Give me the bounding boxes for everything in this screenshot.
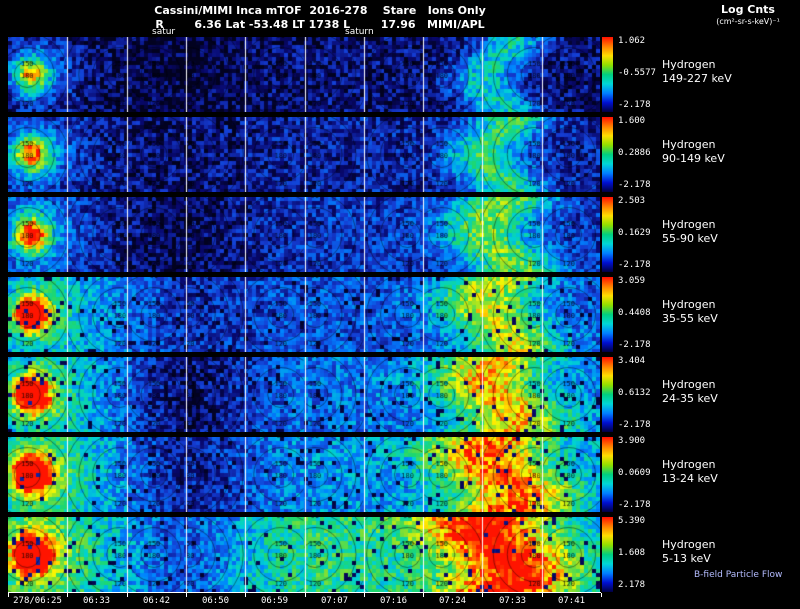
energy-row-35-55: 3.059 0.4408 -2.178 Hydrogen 35-55 keV [0, 276, 800, 352]
axis-tick [364, 593, 365, 597]
channel-label: Hydrogen 35-55 keV [662, 298, 718, 326]
colorbar-max-label: 3.059 [618, 276, 646, 286]
colorbar-max-label: 1.600 [618, 116, 646, 126]
colorbar-min-label: -2.178 [618, 420, 651, 430]
time-tick-label: 06:42 [142, 596, 171, 606]
channel-label: Hydrogen 55-90 keV [662, 218, 718, 246]
axis-tick [186, 593, 187, 597]
time-tick-label: 07:41 [557, 596, 586, 606]
colorbar [602, 277, 613, 352]
energy-range-label: 24-35 keV [662, 392, 718, 405]
axis-tick [423, 593, 424, 597]
log-counts-label: Log Cnts [721, 3, 775, 16]
allsky-heatmap-canvas [8, 117, 600, 192]
species-label: Hydrogen [662, 58, 716, 71]
allsky-heatmap-canvas [8, 197, 600, 272]
colorbar-max-label: 3.404 [618, 356, 646, 366]
colorbar-mid-label: 0.2886 [618, 148, 651, 158]
energy-row-13-24: 3.900 0.0609 -2.178 Hydrogen 13-24 keV [0, 436, 800, 512]
time-tick-label: 278/06:25 [13, 596, 62, 606]
bfield-particle-flow-label: B-field Particle Flow [694, 570, 783, 580]
channel-label: Hydrogen 5-13 keV [662, 538, 716, 566]
colorbar-mid-label: 0.1629 [618, 228, 651, 238]
energy-range-label: 149-227 keV [662, 72, 732, 85]
allsky-heatmap-canvas [8, 277, 600, 352]
units-formula-label: (cm²-sr-s-keV)⁻¹ [716, 17, 780, 26]
species-label: Hydrogen [662, 538, 716, 551]
time-tick-label: 06:50 [201, 596, 230, 606]
species-label: Hydrogen [662, 378, 716, 391]
colorbar [602, 197, 613, 272]
channel-label: Hydrogen 13-24 keV [662, 458, 718, 486]
colorbar [602, 117, 613, 192]
colorbar-mid-label: 0.0609 [618, 468, 651, 478]
allsky-heatmap-canvas [8, 357, 600, 432]
time-tick-label: 07:16 [379, 596, 408, 606]
axis-tick [305, 593, 306, 597]
axis-tick [482, 593, 483, 597]
colorbar-min-label: -2.178 [618, 180, 651, 190]
colorbar-min-label: -2.178 [618, 340, 651, 350]
energy-range-label: 13-24 keV [662, 472, 718, 485]
colorbar-min-label: -2.178 [618, 260, 651, 270]
colorbar-max-label: 1.062 [618, 36, 646, 46]
axis-tick [601, 593, 602, 597]
colorbar-max-label: 5.390 [618, 516, 646, 526]
time-axis-line [8, 592, 601, 593]
time-tick-label: 06:59 [260, 596, 289, 606]
time-tick-label: 07:33 [498, 596, 527, 606]
energy-range-label: 5-13 keV [662, 552, 711, 565]
species-label: Hydrogen [662, 138, 716, 151]
species-label: Hydrogen [662, 298, 716, 311]
allsky-heatmap-canvas [8, 37, 600, 112]
colorbar-max-label: 3.900 [618, 436, 646, 446]
energy-range-label: 90-149 keV [662, 152, 725, 165]
species-label: Hydrogen [662, 458, 716, 471]
colorbar-min-label: -2.178 [618, 500, 651, 510]
colorbar-max-label: 2.503 [618, 196, 646, 206]
energy-row-55-90: 2.503 0.1629 -2.178 Hydrogen 55-90 keV [0, 196, 800, 272]
axis-tick [542, 593, 543, 597]
colorbar [602, 517, 613, 592]
energy-range-label: 35-55 keV [662, 312, 718, 325]
axis-tick [245, 593, 246, 597]
colorbar-min-label: 2.178 [618, 580, 646, 590]
colorbar-units-label: Log Cnts (cm²-sr-s-keV)⁻¹ [698, 3, 798, 26]
colorbar [602, 357, 613, 432]
species-label: Hydrogen [662, 218, 716, 231]
time-tick-label: 06:33 [82, 596, 111, 606]
saturn-marker-label: saturn [345, 27, 374, 37]
colorbar [602, 37, 613, 112]
time-tick-label: 07:07 [320, 596, 349, 606]
energy-row-149-227: 1.062 -0.5577 -2.178 Hydrogen 149-227 ke… [0, 36, 800, 112]
time-tick-label: 07:24 [438, 596, 467, 606]
ephemeris-line: R 6.36 Lat -53.48 LT 1738 L 17.96 MIMI/A… [155, 18, 485, 31]
colorbar-mid-label: -0.5577 [618, 68, 656, 78]
energy-row-5-13: 5.390 1.608 2.178 Hydrogen 5-13 keV [0, 516, 800, 592]
allsky-heatmap-canvas [8, 437, 600, 512]
colorbar-min-label: -2.178 [618, 100, 651, 110]
channel-label: Hydrogen 24-35 keV [662, 378, 718, 406]
axis-tick [67, 593, 68, 597]
colorbar-mid-label: 0.4408 [618, 308, 651, 318]
page-title: Cassini/MIMI Inca mTOF 2016-278 Stare Io… [154, 4, 486, 17]
axis-tick [127, 593, 128, 597]
allsky-heatmap-canvas [8, 517, 600, 592]
colorbar-mid-label: 1.608 [618, 548, 646, 558]
energy-row-90-149: 1.600 0.2886 -2.178 Hydrogen 90-149 keV [0, 116, 800, 192]
colorbar-mid-label: 0.6132 [618, 388, 651, 398]
energy-row-24-35: 3.404 0.6132 -2.178 Hydrogen 24-35 keV [0, 356, 800, 432]
channel-label: Hydrogen 90-149 keV [662, 138, 725, 166]
saturn-marker-label: satur [152, 27, 176, 37]
energy-range-label: 55-90 keV [662, 232, 718, 245]
colorbar [602, 437, 613, 512]
axis-tick [8, 593, 9, 597]
channel-label: Hydrogen 149-227 keV [662, 58, 732, 86]
